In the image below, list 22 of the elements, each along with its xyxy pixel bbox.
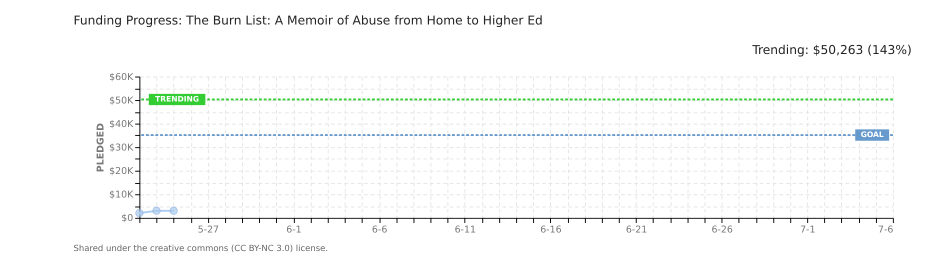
x-tick-label: 6-16 bbox=[540, 224, 562, 236]
x-tick-label: 7-6 bbox=[878, 224, 894, 236]
y-axis-title: PLEDGED bbox=[95, 122, 106, 172]
ref-line-label: TRENDING bbox=[155, 94, 199, 104]
x-tick-label: 5-27 bbox=[198, 224, 220, 236]
y-tick-label: $10K bbox=[109, 190, 134, 201]
x-tick-label: 6-6 bbox=[372, 224, 388, 236]
x-tick-label: 6-11 bbox=[454, 224, 476, 236]
text: Shared under the creative commons (CC BY-NC 3.0) license. bbox=[73, 242, 328, 253]
y-tick-label: $50K bbox=[109, 95, 134, 106]
y-tick-label: $30K bbox=[109, 142, 134, 154]
y-tick-label: $20K bbox=[109, 166, 134, 178]
chart-title: Funding Progress: The Burn List: A Memoir of Abuse from Home to Higher Ed bbox=[73, 14, 543, 28]
y-tick-label: $60K bbox=[109, 72, 134, 83]
x-tick-label: 6-21 bbox=[626, 224, 648, 236]
ref-line-label: GOAL bbox=[860, 130, 884, 139]
x-tick-label: 6-26 bbox=[711, 224, 733, 236]
text: Trending: $50,263 (143%) bbox=[751, 42, 912, 57]
x-tick-label: 6-1 bbox=[286, 224, 302, 236]
x-tick-label: 7-1 bbox=[800, 224, 816, 236]
y-tick-label: $0 bbox=[121, 213, 134, 224]
y-tick-label: $40K bbox=[109, 118, 134, 130]
